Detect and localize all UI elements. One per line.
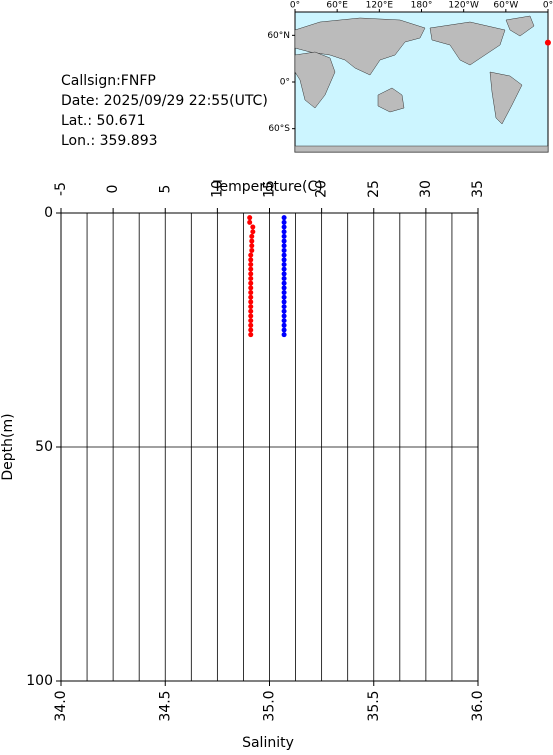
map-x-tick-label: 0° — [543, 1, 553, 11]
y-tick-label: 100 — [26, 673, 53, 689]
data-point — [249, 247, 255, 253]
y-tick-label: 0 — [44, 205, 53, 221]
data-point — [248, 276, 254, 282]
x-tick-label: 10 — [209, 180, 225, 198]
land — [294, 15, 549, 153]
data-point — [281, 294, 287, 300]
data-point — [248, 294, 254, 300]
data-point — [247, 215, 253, 221]
data-point — [281, 238, 287, 244]
x-tick-label: 15 — [262, 180, 278, 198]
data-point — [248, 299, 254, 305]
x2-tick-label: 34.5 — [157, 690, 173, 721]
map-x-tick-label: 120°E — [366, 1, 394, 11]
data-point — [281, 322, 287, 328]
data-point — [281, 247, 287, 253]
data-point — [281, 308, 287, 314]
data-point — [281, 252, 287, 258]
x-tick-label: 20 — [314, 180, 330, 198]
x-tick-label: 30 — [418, 180, 434, 198]
data-point — [248, 313, 254, 319]
map-y-tick-label: 0° — [280, 78, 290, 88]
data-point — [281, 290, 287, 296]
x2-tick-label: 36.0 — [470, 690, 486, 721]
north-america — [429, 21, 506, 66]
data-point — [250, 224, 256, 230]
data-point — [248, 257, 254, 263]
data-point — [281, 318, 287, 324]
info: Callsign:FNFP Date: 2025/09/29 22:55(UTC… — [61, 73, 268, 149]
data-point — [281, 215, 287, 221]
station-marker — [544, 39, 551, 46]
greenland — [505, 15, 535, 37]
data-point — [248, 290, 254, 296]
data-point — [248, 271, 254, 277]
x-tick-label: -5 — [53, 182, 69, 196]
data-point — [249, 238, 255, 244]
data-point — [250, 229, 256, 235]
data-point — [281, 219, 287, 225]
data-point — [281, 280, 287, 286]
data-point — [247, 219, 253, 225]
map-y-tick-label: 60°N — [267, 31, 290, 41]
data-point — [248, 304, 254, 310]
data-point — [281, 243, 287, 249]
data-point — [281, 266, 287, 272]
data-point — [281, 233, 287, 239]
data-point — [249, 233, 255, 239]
map-x-tick-label: 180° — [411, 1, 433, 11]
x-tick-label: 0 — [105, 185, 121, 194]
data-point — [281, 304, 287, 310]
data-point — [248, 327, 254, 333]
data-point — [281, 285, 287, 291]
date: Date: 2025/09/29 22:55(UTC) — [61, 93, 268, 109]
lat: Lat.: 50.671 — [61, 113, 145, 129]
data-point — [281, 313, 287, 319]
x2-tick-label: 35.0 — [262, 690, 278, 721]
data-point — [281, 332, 287, 338]
x-tick-label: 35 — [470, 180, 486, 198]
data-point — [248, 332, 254, 338]
data-point — [281, 224, 287, 230]
data-point — [248, 252, 254, 258]
map-x-tick-label: 120°W — [448, 1, 479, 11]
data-point — [281, 276, 287, 282]
x2-axis-label: Salinity — [242, 735, 294, 751]
map-y-tick-label: 60°S — [268, 124, 290, 134]
data-point — [248, 285, 254, 291]
data-point — [281, 229, 287, 235]
lon: Lon.: 359.893 — [61, 133, 158, 149]
antarctica — [294, 145, 549, 153]
data-point — [249, 243, 255, 249]
data-point — [281, 257, 287, 263]
x-axis-label: Temperature(C) — [212, 179, 322, 195]
y-tick-label: 50 — [35, 439, 53, 455]
data-point — [248, 322, 254, 328]
y-axis-label: Depth(m) — [0, 413, 16, 480]
data-point — [248, 266, 254, 272]
eurasia — [294, 17, 426, 76]
data-point — [248, 261, 254, 267]
data-point — [248, 318, 254, 324]
x-tick-label: 5 — [157, 185, 173, 194]
x2-tick-label: 35.5 — [366, 690, 382, 721]
data-point — [248, 280, 254, 286]
australia — [377, 87, 405, 113]
data-point — [281, 261, 287, 267]
africa — [294, 51, 336, 109]
south-america — [489, 71, 523, 125]
x2-tick-label: 34.0 — [53, 690, 69, 721]
map-x-tick-label: 60°E — [326, 1, 348, 11]
data-point — [281, 271, 287, 277]
x-tick-label: 25 — [366, 180, 382, 198]
map-x-tick-label: 60°W — [493, 1, 518, 11]
callsign: Callsign:FNFP — [61, 73, 156, 89]
map-x-tick-label: 0° — [290, 1, 300, 11]
data-point — [281, 327, 287, 333]
data-point — [281, 299, 287, 305]
map: 0° 60°E 120°E 180° 120°W 60°W 0° 60°N 0° 60°S — [267, 1, 553, 153]
data-point — [248, 308, 254, 314]
